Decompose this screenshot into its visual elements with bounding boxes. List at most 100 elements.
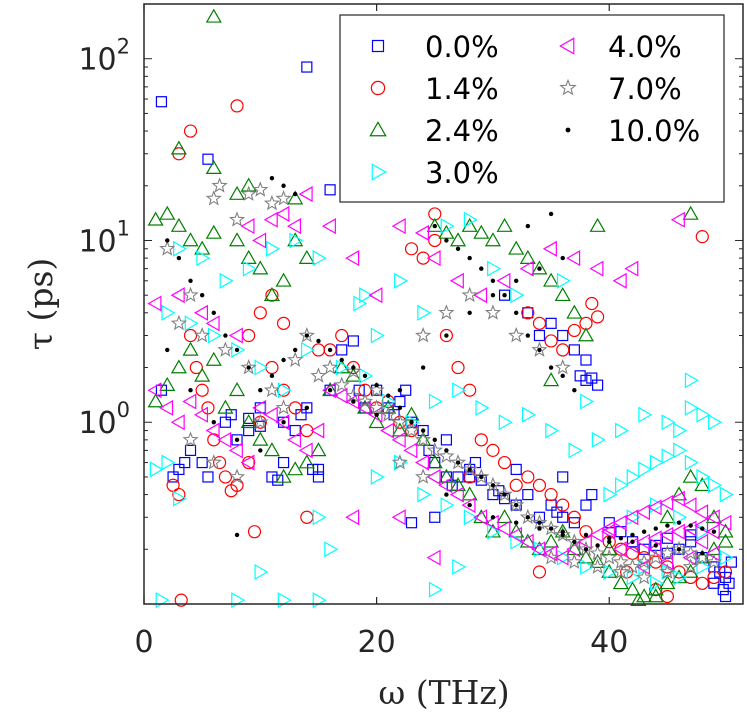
- data-point: [490, 515, 496, 520]
- data-point: [345, 387, 362, 403]
- data-point: [556, 498, 570, 512]
- data-point: [223, 333, 228, 338]
- data-point: [217, 431, 232, 448]
- data-point: [496, 217, 513, 232]
- data-point: [182, 232, 199, 247]
- data-point: [266, 471, 278, 483]
- data-point: [252, 181, 269, 197]
- data-point: [484, 232, 501, 247]
- data-point: [310, 442, 327, 457]
- data-point: [586, 488, 598, 501]
- data-point: [165, 347, 170, 353]
- data-point: [281, 183, 286, 188]
- data-point: [533, 329, 546, 342]
- data-point: [682, 544, 699, 561]
- data-point: [510, 499, 522, 511]
- data-point: [335, 328, 349, 343]
- data-point: [417, 486, 432, 503]
- data-point: [513, 502, 519, 508]
- data-point: [253, 306, 267, 320]
- data-point: [219, 416, 232, 428]
- data-point: [382, 393, 397, 410]
- data-point: [612, 563, 629, 579]
- data-point: [560, 373, 565, 379]
- data-point: [229, 185, 246, 200]
- data-point: [243, 412, 255, 424]
- data-point: [513, 520, 519, 525]
- data-point: [230, 478, 244, 492]
- data-point: [356, 399, 371, 416]
- data-point: [374, 382, 379, 388]
- data-point: [188, 388, 193, 393]
- legend-label: 10.0%: [608, 114, 700, 148]
- data-point: [473, 224, 490, 239]
- data-point: [542, 520, 560, 536]
- data-point: [263, 442, 280, 457]
- data-point: [566, 250, 581, 267]
- data-point: [333, 376, 350, 393]
- data-point: [647, 549, 664, 565]
- data-point: [339, 357, 344, 363]
- data-point: [684, 399, 699, 416]
- data-point: [429, 511, 441, 523]
- data-point: [428, 581, 443, 598]
- data-point: [444, 448, 449, 453]
- data-point: [362, 373, 368, 379]
- data-point: [450, 232, 467, 247]
- data-point: [519, 533, 536, 548]
- data-point: [345, 250, 360, 267]
- data-point: [321, 358, 339, 375]
- data-point: [170, 359, 187, 374]
- data-point: [487, 488, 499, 501]
- data-point: [194, 326, 211, 343]
- data-point: [298, 326, 315, 343]
- data-point: [252, 260, 269, 275]
- data-point: [626, 569, 641, 586]
- data-point: [548, 526, 554, 531]
- data-point: [356, 392, 374, 409]
- data-point: [525, 223, 531, 229]
- data-point: [490, 292, 496, 298]
- data-point: [508, 326, 525, 343]
- data-point: [205, 224, 222, 239]
- data-point: [467, 255, 472, 261]
- data-point: [368, 399, 385, 415]
- data-point: [451, 360, 465, 375]
- series-3-0pct: [149, 211, 734, 609]
- data-point: [252, 431, 269, 446]
- data-point: [684, 372, 699, 389]
- data-point: [649, 497, 664, 514]
- data-point: [324, 184, 336, 196]
- data-point: [572, 539, 577, 544]
- x-axis-ticks: 0 20 40: [134, 4, 628, 660]
- data-point: [263, 194, 281, 211]
- data-point: [173, 463, 185, 476]
- data-point: [612, 541, 627, 558]
- data-point: [612, 575, 629, 590]
- data-point: [246, 365, 251, 370]
- data-point: [438, 477, 453, 494]
- data-point: [316, 338, 321, 344]
- data-point: [577, 327, 595, 342]
- data-point: [149, 461, 164, 478]
- data-point: [707, 570, 721, 585]
- series-1-4pct: [166, 99, 733, 607]
- data-point: [521, 470, 535, 484]
- data-point: [496, 272, 511, 289]
- data-point: [336, 344, 348, 356]
- data-point: [531, 541, 548, 556]
- data-point: [486, 443, 500, 457]
- data-point: [638, 461, 653, 478]
- data-point: [580, 558, 595, 575]
- data-point: [682, 205, 699, 220]
- data-point: [300, 423, 314, 438]
- data-point: [275, 414, 290, 431]
- data-point: [196, 250, 211, 267]
- data-point: [322, 382, 339, 397]
- data-point: [682, 558, 699, 574]
- data-point: [705, 509, 722, 524]
- data-point: [522, 307, 534, 319]
- data-point: [211, 420, 216, 425]
- data-point: [537, 266, 542, 271]
- data-point: [695, 230, 709, 244]
